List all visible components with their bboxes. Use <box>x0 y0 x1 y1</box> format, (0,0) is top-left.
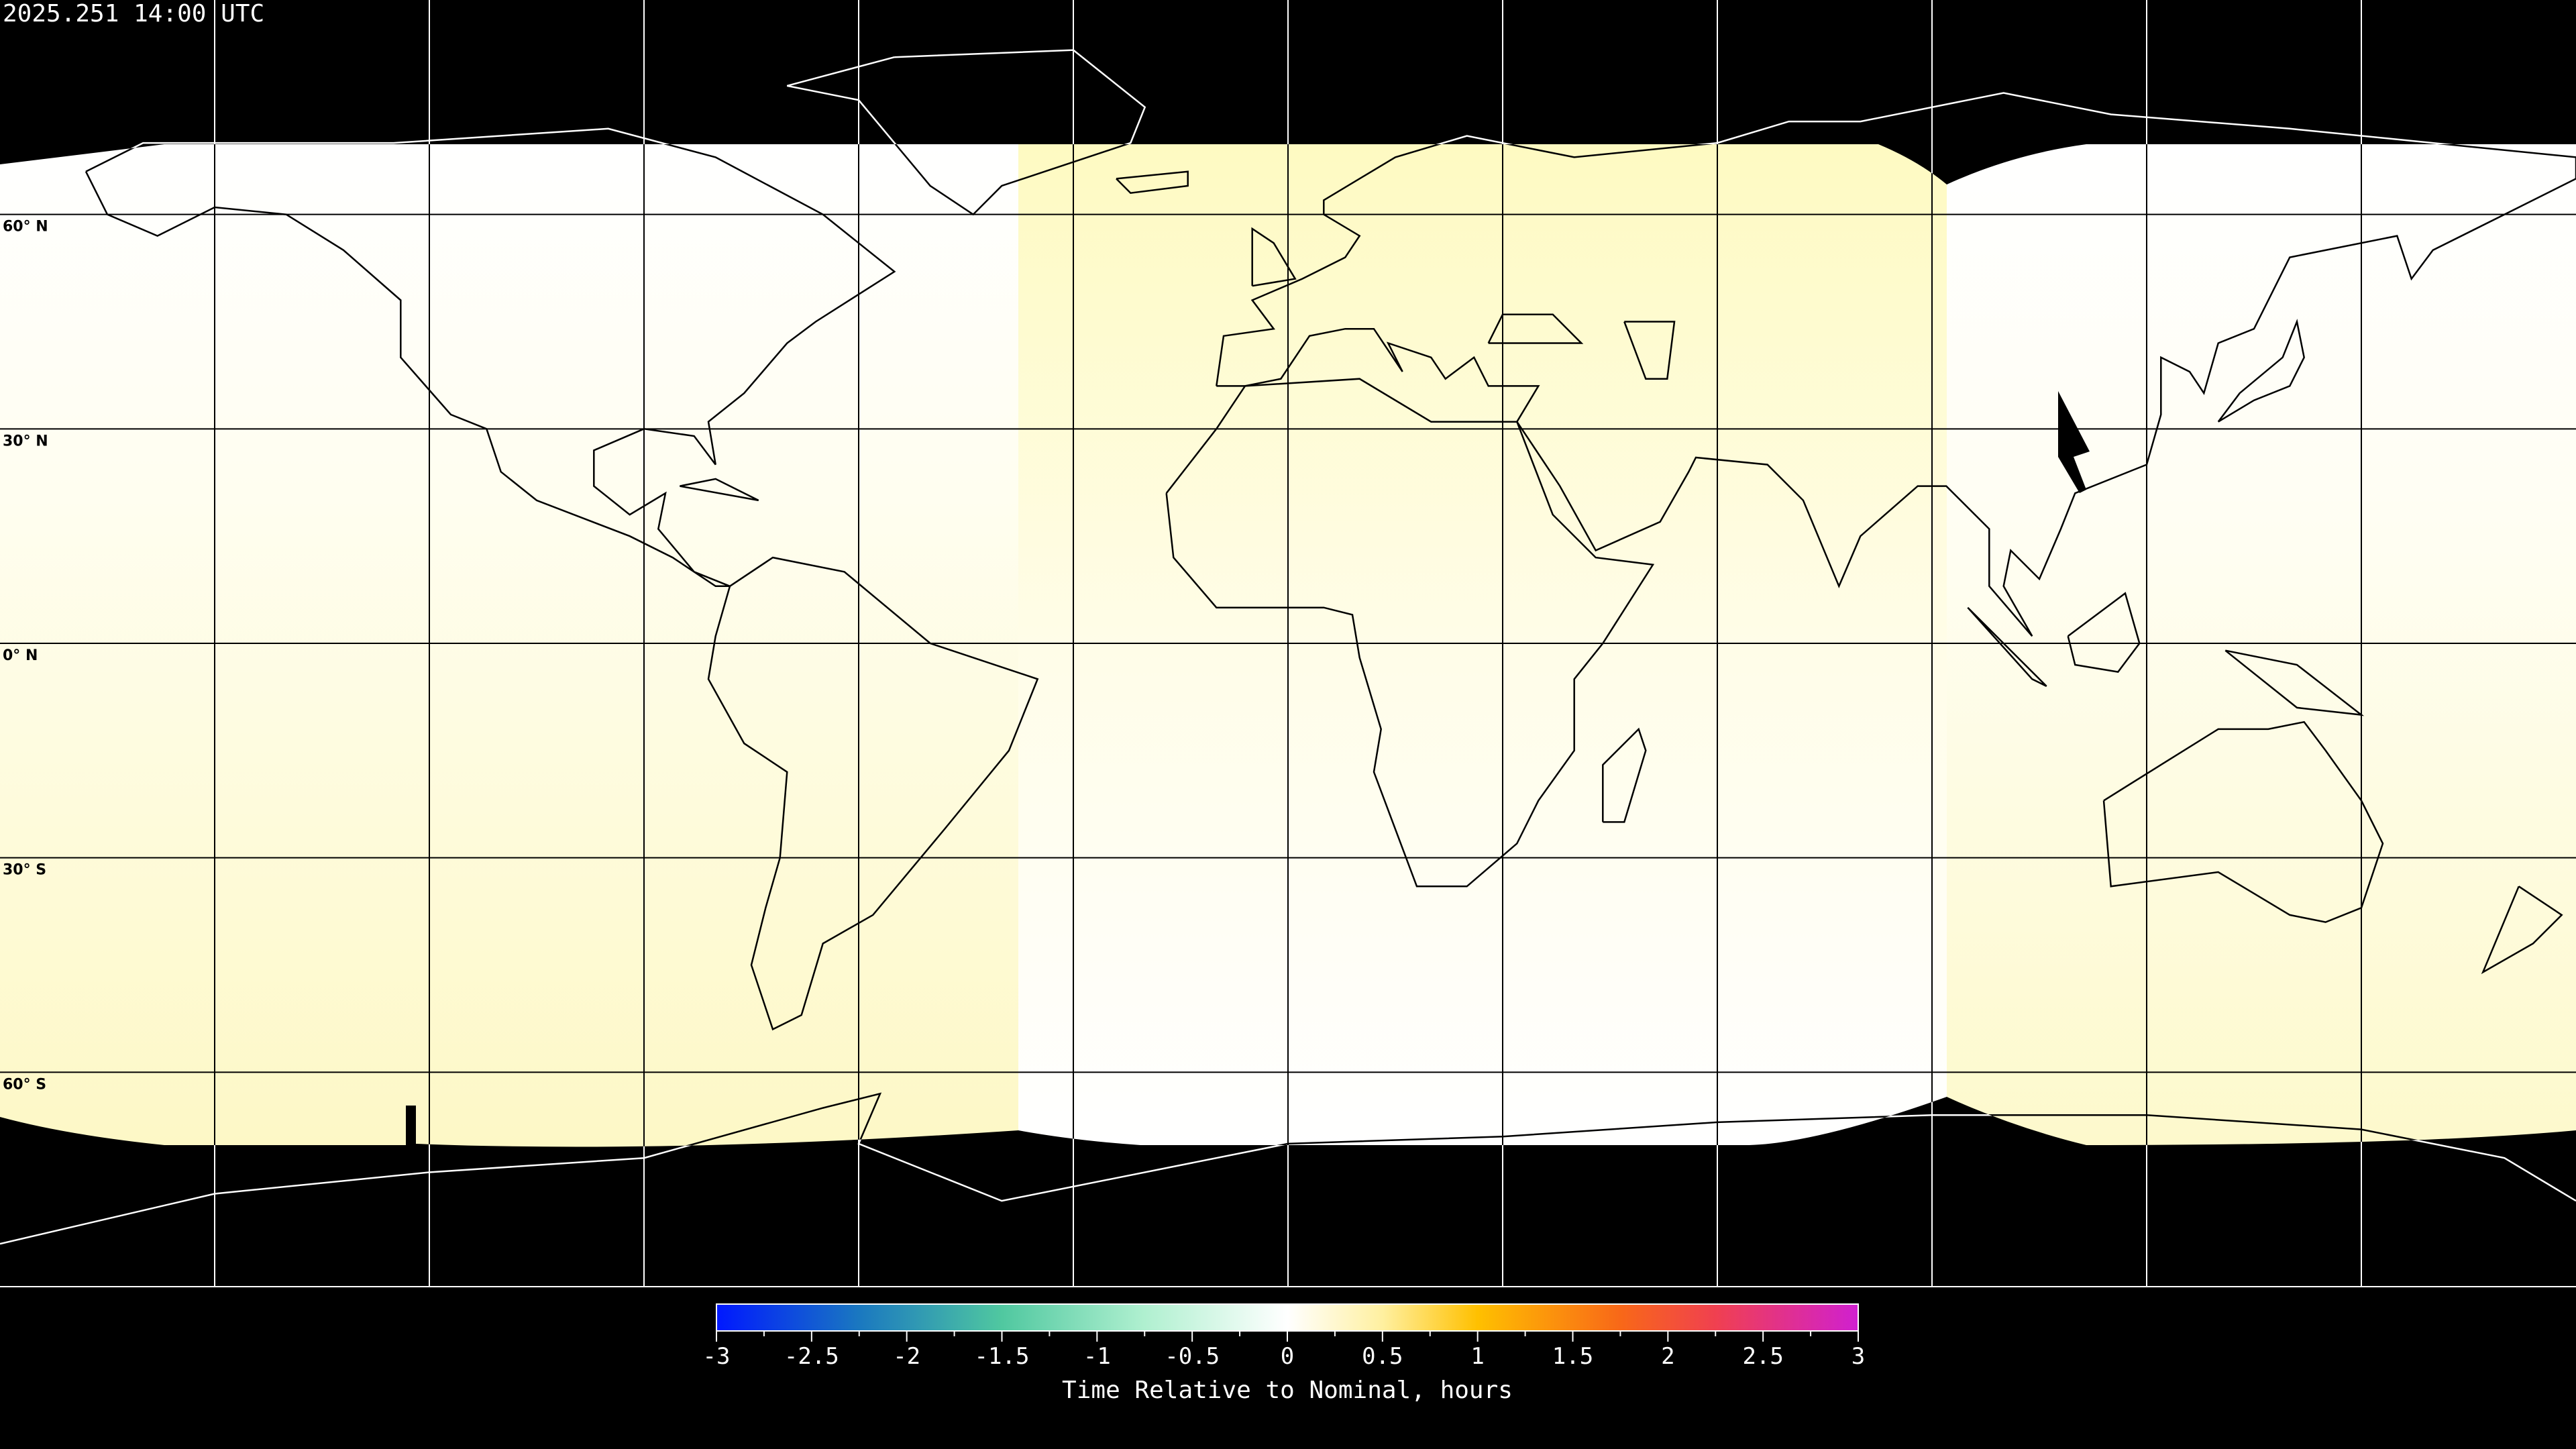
colorbar-tick-label: 1 <box>1470 1343 1484 1370</box>
coastline-great-britain <box>1251 227 1297 287</box>
colorbar-tick-label: -3 <box>703 1343 731 1370</box>
colorbar-tick-label: 1.5 <box>1552 1343 1593 1370</box>
coastline-new-zealand <box>2481 885 2563 975</box>
colorbar-tick-label: 0 <box>1281 1343 1294 1370</box>
coastline-caspian-sea <box>1623 321 1676 380</box>
coverage-region-west <box>0 144 1018 1147</box>
coastline-eurasia <box>1216 144 2576 637</box>
latitude-labels: 60° N 30° N 0° N 30° S 60° S <box>3 219 48 1093</box>
timestamp-title: 2025.251 14:00 UTC <box>3 0 264 28</box>
coverage-regions <box>0 144 2576 1147</box>
coverage-region-central <box>1018 144 1947 1145</box>
colorbar-tick-label: 2.5 <box>1742 1343 1783 1370</box>
colorbar-tick-label: 2 <box>1661 1343 1674 1370</box>
colorbar-tick-label: -0.5 <box>1165 1343 1220 1370</box>
colorbar-tick-label: -1.5 <box>975 1343 1030 1370</box>
colorbar-tick-label: 0.5 <box>1362 1343 1403 1370</box>
colorbar-tick-label: -1 <box>1083 1343 1111 1370</box>
colorbar-gradient <box>716 1303 1859 1332</box>
colorbar-tick-labels: -3 -2.5 -2 -1.5 -1 -0.5 0 0.5 1 1.5 2 2.5 3 <box>703 1343 1866 1370</box>
colorbar-label: Time Relative to Nominal, hours <box>1062 1377 1513 1404</box>
colorbar-ticks <box>716 1331 1859 1342</box>
latitude-label: 30° S <box>3 862 46 879</box>
coastline-japan <box>2217 319 2306 423</box>
coastline-madagascar <box>1602 727 1647 823</box>
colorbar-tick-label: -2.5 <box>784 1343 839 1370</box>
coastline-iceland <box>1116 170 1189 195</box>
coastline-antarctica <box>0 1092 2576 1147</box>
coverage-region-east <box>1947 144 2576 1145</box>
coastline-cuba <box>680 478 759 502</box>
latitude-label: 60° S <box>3 1076 46 1093</box>
coastline-africa <box>1165 378 1655 888</box>
coastline-black-sea <box>1487 313 1584 344</box>
colorbar-tick-label: 3 <box>1851 1343 1865 1370</box>
coastline-borneo <box>2067 592 2141 673</box>
colorbar-tick-label: -2 <box>893 1343 920 1370</box>
colorbar: -3 -2.5 -2 -1.5 -1 -0.5 0 0.5 1 1.5 2 2.5 3 Time Rel… <box>703 1303 1866 1404</box>
graticule-in-coverage <box>0 0 2576 1287</box>
latitude-label: 60° N <box>3 219 48 235</box>
no-data-gap <box>2058 391 2090 493</box>
latitude-label: 0° N <box>3 647 38 664</box>
latitude-label: 30° N <box>3 433 48 449</box>
coastline-australia <box>2102 720 2384 923</box>
